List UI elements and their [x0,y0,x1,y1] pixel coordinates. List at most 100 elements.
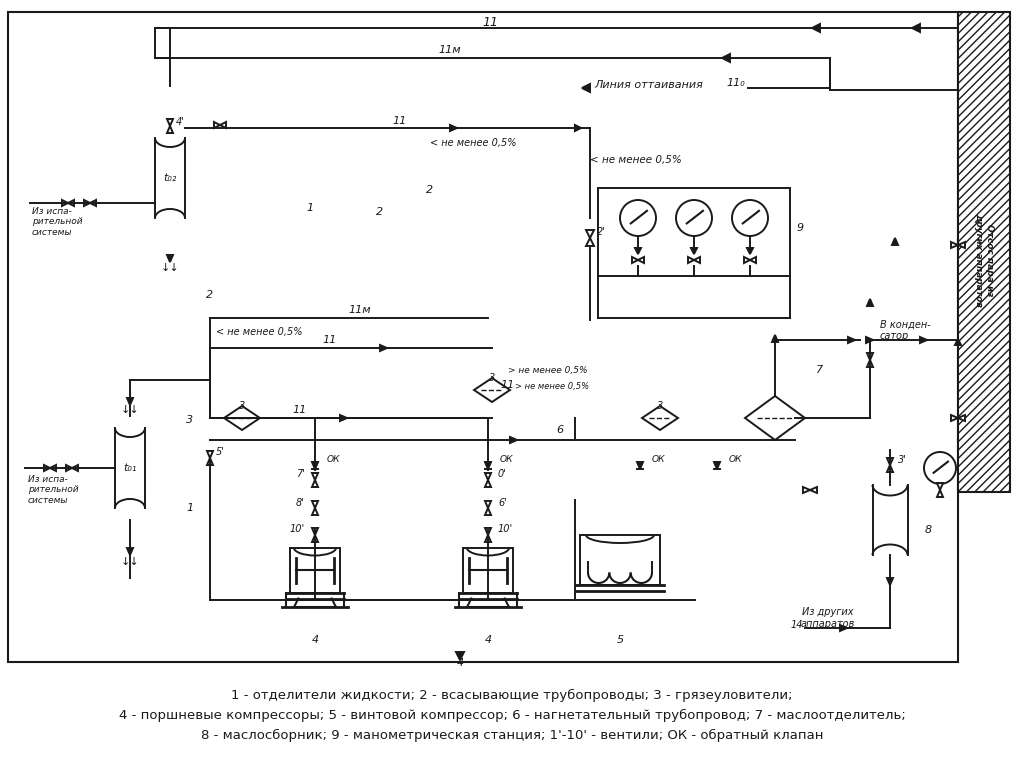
Text: 5: 5 [616,635,624,645]
Text: 2': 2' [597,227,605,237]
Polygon shape [66,465,72,471]
Polygon shape [485,508,490,515]
Polygon shape [840,625,847,631]
Polygon shape [688,257,694,263]
Text: 5': 5' [216,447,224,457]
Polygon shape [312,501,318,508]
Polygon shape [312,508,318,515]
Polygon shape [582,84,590,92]
Polygon shape [635,248,641,254]
Polygon shape [312,528,318,535]
Text: 2: 2 [426,185,433,195]
Polygon shape [90,200,96,206]
Text: 11: 11 [293,405,307,415]
Text: 4 - поршневые компрессоры; 5 - винтовой компрессор; 6 - нагнетательный трубопров: 4 - поршневые компрессоры; 5 - винтовой … [119,709,905,722]
Polygon shape [220,122,226,128]
Text: 10': 10' [290,524,305,534]
Polygon shape [694,257,700,263]
Text: Из других
аппаратов: Из других аппаратов [801,607,855,629]
Polygon shape [887,465,893,472]
Text: 4': 4' [175,117,184,127]
Polygon shape [485,473,490,480]
Polygon shape [127,548,133,555]
Polygon shape [955,339,961,345]
Polygon shape [62,200,68,206]
Text: 1: 1 [186,503,194,513]
Polygon shape [340,415,347,421]
Polygon shape [312,535,318,542]
Polygon shape [912,24,920,32]
Polygon shape [750,257,756,263]
Text: 3': 3' [898,455,906,465]
Polygon shape [637,462,643,469]
Polygon shape [887,578,893,585]
Polygon shape [485,462,490,469]
Text: 8': 8' [296,498,305,508]
Text: В конден-
сатор: В конден- сатор [880,319,931,341]
Polygon shape [920,337,927,343]
Text: Из испа-
рительной
системы: Из испа- рительной системы [32,207,83,237]
Polygon shape [746,248,753,254]
Text: 14: 14 [791,620,803,630]
Bar [580,535,660,585]
Polygon shape [485,528,490,535]
Polygon shape [803,487,810,493]
Polygon shape [866,337,873,343]
Polygon shape [207,451,213,458]
Polygon shape [772,335,778,342]
Polygon shape [691,248,697,254]
Text: 3: 3 [656,401,664,411]
Polygon shape [958,415,965,421]
Polygon shape [958,242,965,248]
Polygon shape [867,299,873,306]
Polygon shape [312,462,318,469]
Polygon shape [485,501,490,508]
Polygon shape [380,345,387,351]
Text: t₀₂: t₀₂ [163,173,177,183]
Text: 2: 2 [207,290,214,300]
Text: 11: 11 [393,116,408,126]
Text: 2: 2 [377,207,384,217]
Polygon shape [892,238,898,245]
Circle shape [676,200,712,236]
Polygon shape [510,437,517,443]
Polygon shape [812,24,820,32]
Text: Отсос пара из
других аппаратов: Отсос пара из других аппаратов [974,213,993,307]
Polygon shape [450,125,457,131]
Polygon shape [714,462,720,469]
Polygon shape [167,255,173,262]
Polygon shape [638,257,644,263]
Text: 3: 3 [239,401,245,411]
Text: 6: 6 [556,425,563,435]
Polygon shape [744,257,750,263]
Polygon shape [167,126,173,133]
Text: 1 - отделители жидкости; 2 - всасывающие трубопроводы; 3 - грязеуловители;: 1 - отделители жидкости; 2 - всасывающие… [231,689,793,702]
Text: 9: 9 [797,223,804,233]
Text: < не менее 0,5%: < не менее 0,5% [430,138,516,148]
Polygon shape [887,458,893,465]
Text: < не менее 0,5%: < не менее 0,5% [590,155,682,165]
Text: 6': 6' [498,498,507,508]
Bar [290,548,340,592]
Text: 11м: 11м [349,305,372,315]
Text: 11м: 11м [438,45,462,55]
Text: 0': 0' [498,469,507,479]
Text: 4: 4 [311,635,318,645]
Text: ↓↓: ↓↓ [121,405,139,415]
Text: ОК: ОК [652,456,666,465]
Polygon shape [810,487,817,493]
Polygon shape [312,480,318,487]
Text: 11: 11 [482,15,498,28]
Polygon shape [68,200,74,206]
Polygon shape [867,353,873,360]
Polygon shape [632,257,638,263]
Text: > не менее 0,5%: > не менее 0,5% [508,366,588,374]
Text: 7: 7 [816,365,823,375]
Text: 3: 3 [186,415,194,425]
Text: t₀₁: t₀₁ [123,463,136,473]
Polygon shape [312,473,318,480]
Bar [958,12,1010,492]
Text: 1: 1 [306,203,313,213]
Polygon shape [214,122,220,128]
Text: > не менее 0,5%: > не менее 0,5% [515,381,589,390]
